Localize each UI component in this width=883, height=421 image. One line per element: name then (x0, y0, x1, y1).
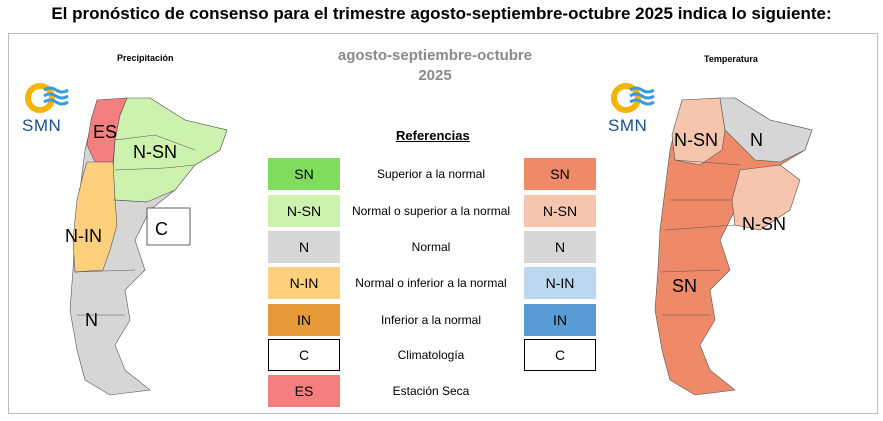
legend-temp-nin: N-IN (524, 267, 596, 299)
smn-sun-icon (25, 83, 69, 113)
precipitation-map: ES N-SN C N-IN N (65, 97, 228, 396)
legend-desc-sn: Superior a la normal (376, 167, 486, 181)
legend-precip-n: N (268, 231, 340, 263)
smn-sun-icon (611, 83, 655, 113)
page-headline: El pronóstico de consenso para el trimes… (51, 4, 832, 23)
smn-logo-right: SMN (608, 80, 658, 140)
smn-logo-text: SMN (608, 116, 648, 135)
legend-temp-in: IN (524, 304, 596, 336)
temperature-map: N-SN N N-SN SN (654, 97, 813, 396)
legend-precip-nsn: N-SN (268, 195, 340, 227)
temp-label-nsn-north: N-SN (674, 130, 718, 150)
legend-desc-c: Climatología (397, 348, 465, 362)
legend-precip-es: ES (268, 375, 340, 407)
precip-label-nin: N-IN (65, 226, 102, 246)
period-months: agosto-septiembre-octubre (337, 47, 533, 64)
legend-precip-c: C (268, 339, 340, 371)
precip-label-es: ES (93, 122, 117, 142)
precip-label-nsn: N-SN (133, 142, 177, 162)
forecast-period: agosto-septiembre-octubre 2025 (310, 46, 560, 86)
legend-desc-nsn: Normal o superior a la normal (351, 204, 511, 218)
temp-label-nsn-east: N-SN (742, 214, 786, 234)
precip-label-n: N (85, 310, 98, 330)
legend-precip-nin: N-IN (268, 267, 340, 299)
forecast-panel (8, 33, 878, 414)
smn-logo-left: SMN (22, 80, 72, 140)
legend-precip-sn: SN (268, 158, 340, 190)
temp-map-title: Temperatura (704, 54, 758, 64)
smn-logo-text: SMN (22, 116, 62, 135)
temp-label-n: N (750, 130, 763, 150)
legend-temp-n: N (524, 231, 596, 263)
legend-precip-in: IN (268, 304, 340, 336)
legend-desc-nin: Normal o inferior a la normal (355, 276, 507, 290)
legend-temp-c: C (524, 339, 596, 371)
precip-map-title: Precipitación (117, 53, 174, 63)
precip-label-c: C (155, 219, 168, 239)
legend-desc-es: Estación Seca (392, 384, 470, 398)
temp-label-sn: SN (672, 276, 697, 296)
legend-temp-nsn: N-SN (524, 195, 596, 227)
legend-temp-sn: SN (524, 158, 596, 190)
legend-title: Referencias (396, 128, 470, 143)
period-year: 2025 (418, 67, 452, 84)
legend-desc-in: Inferior a la normal (380, 313, 482, 327)
legend-desc-n: Normal (411, 240, 451, 254)
